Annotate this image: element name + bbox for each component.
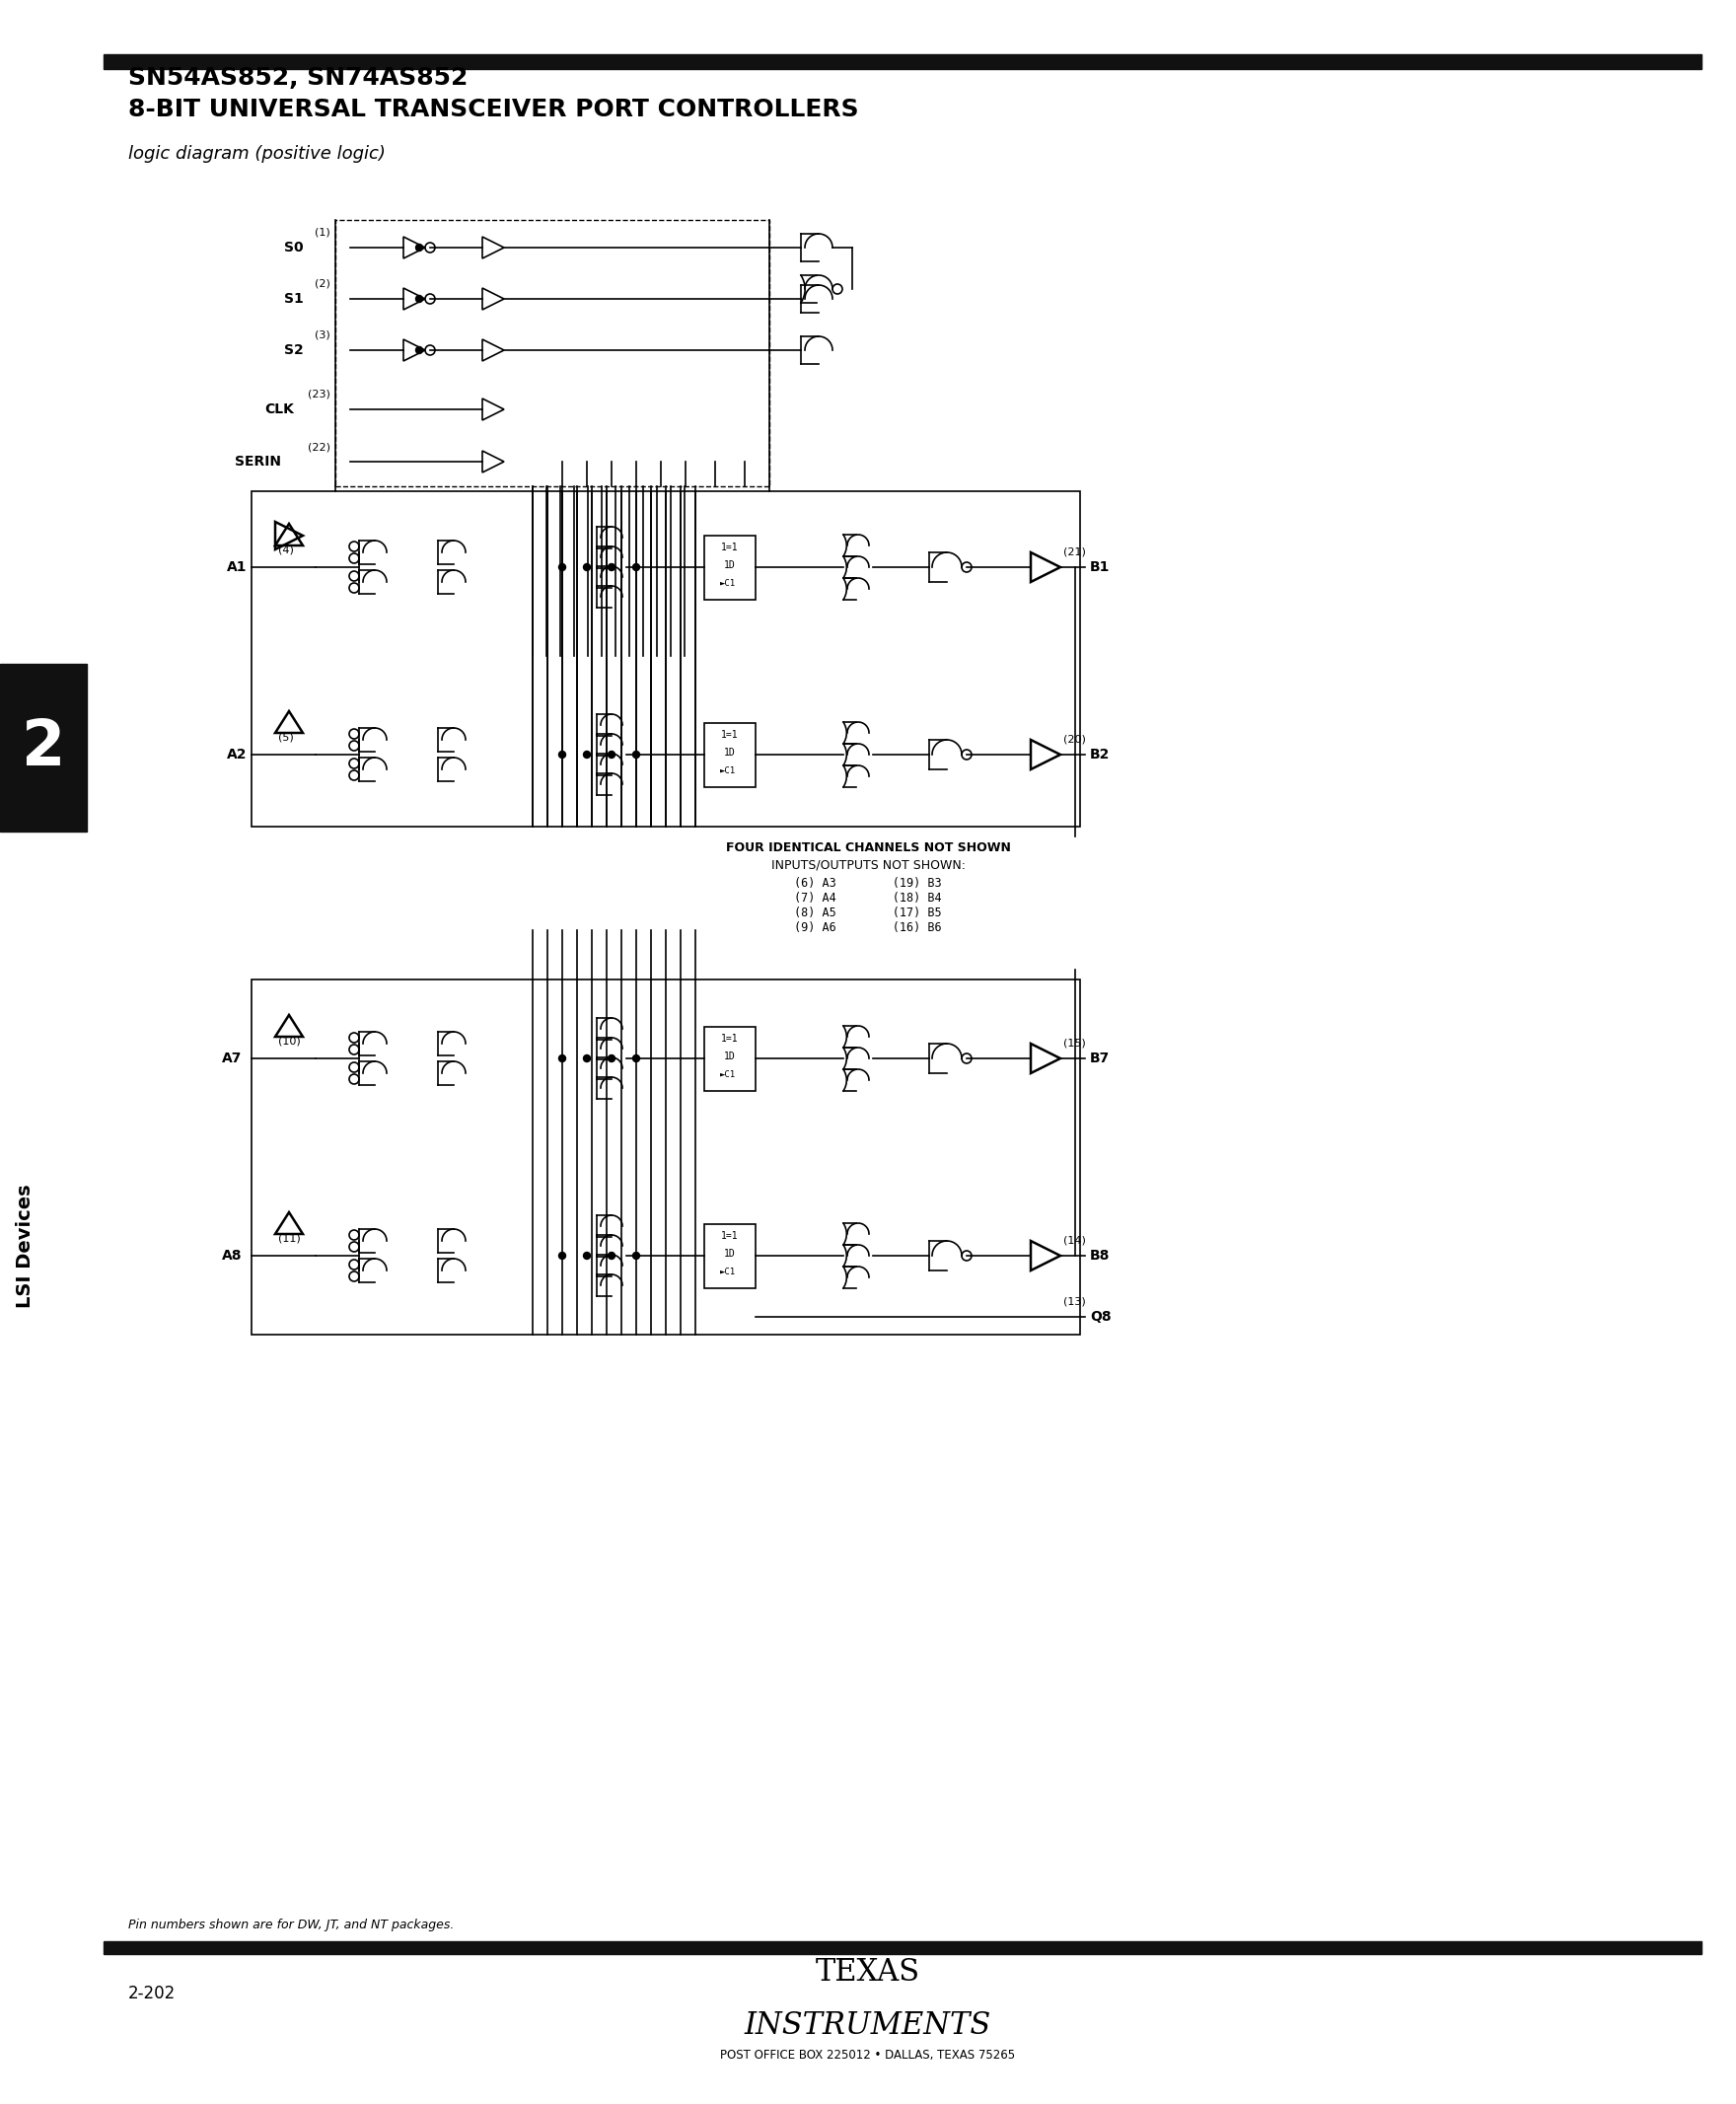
Text: (13): (13) xyxy=(1062,1298,1085,1307)
Bar xyxy=(705,722,755,787)
Bar xyxy=(104,1942,1701,1955)
Text: ►C1: ►C1 xyxy=(720,579,736,587)
Text: B7: B7 xyxy=(1090,1052,1109,1065)
Text: 1=1: 1=1 xyxy=(720,1033,738,1044)
Bar xyxy=(705,1225,755,1288)
Circle shape xyxy=(632,1054,639,1063)
Circle shape xyxy=(415,295,422,303)
Text: (11): (11) xyxy=(278,1233,300,1243)
Circle shape xyxy=(583,1054,590,1063)
Circle shape xyxy=(559,1054,566,1063)
Text: 1=1: 1=1 xyxy=(720,543,738,551)
Text: 1D: 1D xyxy=(724,1052,736,1060)
Text: (23): (23) xyxy=(307,389,330,400)
Text: CLK: CLK xyxy=(264,402,293,417)
Text: 8-BIT UNIVERSAL TRANSCEIVER PORT CONTROLLERS: 8-BIT UNIVERSAL TRANSCEIVER PORT CONTROL… xyxy=(128,97,859,122)
Text: 1D: 1D xyxy=(724,747,736,757)
Text: B2: B2 xyxy=(1090,747,1109,762)
Text: (3): (3) xyxy=(314,330,330,341)
Text: 2: 2 xyxy=(21,717,66,778)
Text: A8: A8 xyxy=(222,1250,241,1262)
Text: A2: A2 xyxy=(226,747,247,762)
Text: LSI Devices: LSI Devices xyxy=(16,1185,35,1309)
Text: (14): (14) xyxy=(1062,1235,1085,1246)
Circle shape xyxy=(559,751,566,757)
Circle shape xyxy=(559,564,566,570)
Text: logic diagram (positive logic): logic diagram (positive logic) xyxy=(128,145,385,162)
Text: B8: B8 xyxy=(1090,1250,1109,1262)
Text: INPUTS/OUTPUTS NOT SHOWN:: INPUTS/OUTPUTS NOT SHOWN: xyxy=(771,858,965,871)
Text: ►C1: ►C1 xyxy=(720,1069,736,1079)
Text: (7) A4        (18) B4: (7) A4 (18) B4 xyxy=(793,892,943,905)
Text: (5): (5) xyxy=(278,732,293,743)
Text: (21): (21) xyxy=(1062,547,1085,558)
Circle shape xyxy=(632,1252,639,1258)
Text: INSTRUMENTS: INSTRUMENTS xyxy=(745,2009,991,2041)
Bar xyxy=(104,55,1701,69)
Circle shape xyxy=(632,751,639,757)
Text: (4): (4) xyxy=(278,545,293,555)
Text: (22): (22) xyxy=(307,442,330,452)
Bar xyxy=(252,490,1080,827)
Text: A1: A1 xyxy=(226,560,247,574)
Bar xyxy=(705,534,755,600)
Text: 1=1: 1=1 xyxy=(720,730,738,739)
Bar xyxy=(335,221,769,486)
Circle shape xyxy=(415,347,422,353)
Circle shape xyxy=(608,1252,615,1258)
Text: S1: S1 xyxy=(285,292,304,305)
Circle shape xyxy=(583,1252,590,1258)
Text: 1=1: 1=1 xyxy=(720,1231,738,1241)
Text: S0: S0 xyxy=(285,240,304,255)
Text: POST OFFICE BOX 225012 • DALLAS, TEXAS 75265: POST OFFICE BOX 225012 • DALLAS, TEXAS 7… xyxy=(720,2049,1016,2062)
Text: S2: S2 xyxy=(285,343,304,358)
Circle shape xyxy=(559,1252,566,1258)
Text: TEXAS: TEXAS xyxy=(816,1957,920,1988)
Text: Q8: Q8 xyxy=(1090,1311,1111,1323)
Bar xyxy=(0,665,87,831)
Text: (20): (20) xyxy=(1062,734,1085,745)
Text: (15): (15) xyxy=(1062,1039,1085,1048)
Text: SERIN: SERIN xyxy=(234,454,281,469)
Circle shape xyxy=(415,244,422,250)
Text: (2): (2) xyxy=(314,280,330,288)
Text: 1D: 1D xyxy=(724,1250,736,1258)
Text: A7: A7 xyxy=(222,1052,241,1065)
Circle shape xyxy=(632,564,639,570)
Text: SN54AS852, SN74AS852: SN54AS852, SN74AS852 xyxy=(128,65,469,90)
Text: 2-202: 2-202 xyxy=(128,1984,175,2003)
Text: (9) A6        (16) B6: (9) A6 (16) B6 xyxy=(793,922,943,934)
Text: (1): (1) xyxy=(314,227,330,238)
Text: (6) A3        (19) B3: (6) A3 (19) B3 xyxy=(793,877,943,890)
Text: B1: B1 xyxy=(1090,560,1109,574)
Text: ►C1: ►C1 xyxy=(720,1267,736,1275)
Text: (10): (10) xyxy=(278,1037,300,1046)
Circle shape xyxy=(608,564,615,570)
Text: ►C1: ►C1 xyxy=(720,766,736,774)
Circle shape xyxy=(608,1054,615,1063)
Circle shape xyxy=(583,751,590,757)
Text: FOUR IDENTICAL CHANNELS NOT SHOWN: FOUR IDENTICAL CHANNELS NOT SHOWN xyxy=(726,842,1010,854)
Circle shape xyxy=(583,564,590,570)
Text: 1D: 1D xyxy=(724,560,736,570)
Text: Pin numbers shown are for DW, JT, and NT packages.: Pin numbers shown are for DW, JT, and NT… xyxy=(128,1919,455,1931)
Bar xyxy=(252,980,1080,1334)
Bar xyxy=(705,1027,755,1090)
Circle shape xyxy=(608,751,615,757)
Text: (8) A5        (17) B5: (8) A5 (17) B5 xyxy=(793,907,943,919)
